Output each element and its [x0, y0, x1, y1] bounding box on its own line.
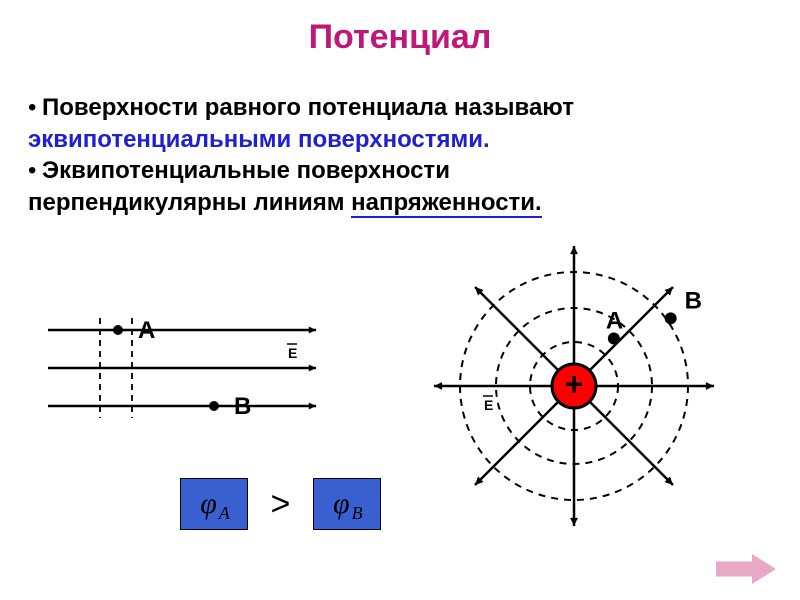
bullet-1: •Поверхности равного потенциала называют… — [28, 92, 648, 155]
body-text: •Поверхности равного потенциала называют… — [28, 92, 648, 219]
slide-title: Потенциал — [0, 18, 800, 57]
bullet-2: •Эквипотенциальные поверхности перпендик… — [28, 155, 648, 218]
bullet-2-blue2: напряженности. — [351, 189, 542, 218]
svg-text:А: А — [138, 317, 155, 344]
phi-a-sub: A — [219, 503, 230, 523]
formula-row: φA > φB — [180, 478, 480, 548]
svg-text:В: В — [234, 393, 251, 420]
svg-text:E: E — [288, 345, 297, 361]
svg-text:+: + — [565, 366, 584, 402]
svg-text:А: А — [606, 308, 623, 335]
greater-than: > — [270, 485, 290, 524]
phi-b-sub: B — [352, 503, 363, 523]
slide: Потенциал •Поверхности равного потенциал… — [0, 0, 800, 600]
phi-a-glyph: φ — [200, 487, 217, 520]
bullet-1-black: Поверхности равного потенциала называют — [42, 94, 574, 121]
phi-b-box: φB — [313, 478, 381, 530]
bullet-1-blue: эквипотенциальными поверхностями. — [28, 126, 490, 153]
uniform-field-diagram: А В E — [48, 310, 328, 430]
phi-b-glyph: φ — [333, 487, 350, 520]
uniform-field-svg: А В E — [48, 310, 328, 430]
next-slide-button[interactable] — [716, 554, 776, 584]
svg-text:E: E — [484, 397, 493, 413]
svg-text:В: В — [685, 287, 702, 314]
phi-a-box: φA — [180, 478, 248, 530]
next-arrow-icon — [716, 554, 776, 584]
